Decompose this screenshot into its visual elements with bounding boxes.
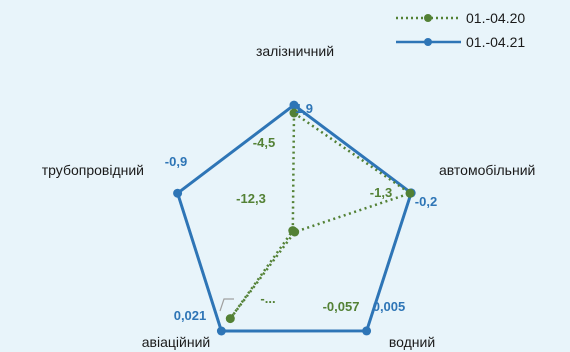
data-label-series-2-3: 0,021 [174,308,207,323]
data-label-series-2-0: 1,9 [295,101,313,116]
series-2-point-0 [289,100,299,110]
series-1-point-4 [288,226,298,236]
category-labels: залізничний автомобільний водний авіацій… [42,43,536,350]
data-label-series-1-0: -4,5 [253,135,275,150]
data-label-series-2-1: -0,2 [415,194,437,209]
series-1-point-0 [289,108,299,118]
category-label-0: залізничний [256,43,334,59]
legend-marker-series-1 [424,14,432,22]
data-label-series-1-1: -1,3 [370,185,392,200]
legend-label-series-1: 01.-04.20 [466,10,525,26]
category-label-2: водний [389,334,435,350]
legend-item-series-2: 01.-04.21 [396,34,525,50]
data-label-series-2-4: -0,9 [165,154,187,169]
legend: 01.-04.20 01.-04.21 [396,10,525,50]
series-2-point-2 [362,326,372,336]
category-label-3: авіаційний [142,334,210,350]
legend-marker-series-2 [424,38,432,46]
data-label-series-1-3: -12,3 [236,191,266,206]
series-2-line [176,103,413,333]
series-1-point-3 [225,314,235,324]
data-label-series-2-2: 0,005 [373,299,406,314]
legend-label-series-2: 01.-04.21 [466,34,525,50]
series-2-point-4 [173,188,183,198]
series-2-point-3 [216,326,226,336]
category-label-4: трубопровідний [42,162,144,178]
series-1-line [229,111,412,320]
series-1-point-1 [405,188,415,198]
legend-item-series-1: 01.-04.20 [396,10,525,26]
category-label-1: автомобільний [439,162,535,178]
label-leader-line [219,298,234,312]
data-label-series-1-2: -0,057 [323,299,360,314]
data-labels: 1,9 -0,2 0,005 0,021 -0,9 -4,5 -1,3 -0,057 -12,3… [165,101,437,323]
series-layer [173,100,416,336]
data-label-series-1-4: -... [260,291,275,306]
